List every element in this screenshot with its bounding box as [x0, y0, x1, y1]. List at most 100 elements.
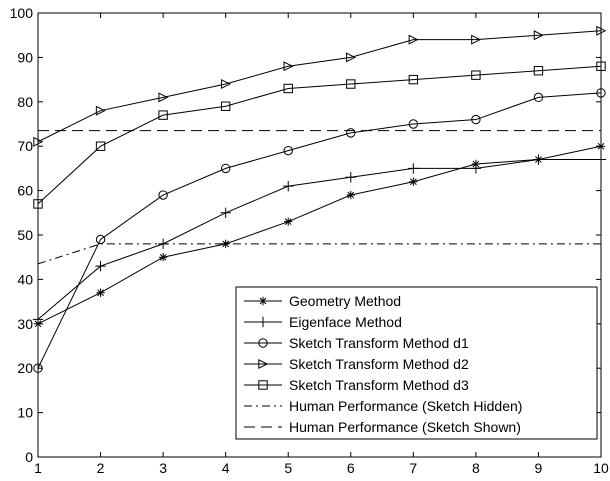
data-point — [346, 52, 357, 63]
series-sketch-transform-method-d2 — [33, 25, 607, 147]
y-tick-label: 40 — [17, 271, 33, 287]
series-line — [37, 243, 601, 265]
legend-label: Sketch Transform Method d1 — [289, 335, 469, 351]
legend-item: Human Performance (Sketch Shown) — [244, 419, 521, 435]
data-point — [33, 199, 43, 209]
legend-label: Geometry Method — [289, 293, 401, 309]
data-point — [158, 92, 169, 103]
y-axis: 0 10 20 30 40 50 60 70 80 90 100 — [10, 5, 601, 465]
data-point — [283, 180, 294, 192]
y-tick-label: 100 — [10, 5, 34, 21]
legend-marker — [258, 358, 269, 370]
data-point — [220, 163, 231, 174]
series-line — [37, 145, 602, 325]
y-tick-label: 70 — [17, 138, 33, 154]
data-point — [95, 105, 106, 116]
legend-item: Sketch Transform Method d2 — [244, 356, 469, 372]
data-point — [408, 34, 419, 45]
x-tick-label: 2 — [97, 460, 105, 476]
x-tick-label: 8 — [472, 460, 480, 476]
legend-label: Sketch Transform Method d2 — [289, 356, 469, 372]
series-sketch-transform-method-d3 — [33, 61, 606, 209]
data-point — [283, 61, 294, 72]
legend-label: Eigenface Method — [289, 314, 402, 330]
y-tick-label: 30 — [17, 316, 33, 332]
data-point — [471, 34, 482, 45]
legend-box — [235, 286, 598, 440]
legend-item: Human Performance (Sketch Hidden) — [244, 398, 522, 414]
legend-item: Sketch Transform Method d3 — [244, 377, 469, 393]
x-tick-label: 1 — [34, 460, 42, 476]
data-point — [471, 70, 481, 80]
series-sketch-transform-method-d1 — [33, 88, 606, 373]
data-point — [533, 30, 544, 41]
data-point — [408, 163, 419, 174]
data-point — [96, 288, 105, 297]
data-point — [596, 88, 606, 98]
data-point — [220, 207, 231, 218]
y-tick-label: 20 — [17, 360, 33, 376]
data-point — [33, 363, 43, 373]
y-tick-label: 50 — [17, 227, 33, 243]
legend-marker — [258, 296, 268, 306]
data-point — [32, 314, 44, 325]
y-tick-label: 0 — [25, 449, 33, 465]
x-tick-label: 7 — [409, 460, 417, 476]
legend: Geometry Method Eigenface Method Sketch Tr… — [235, 286, 598, 440]
data-point — [158, 110, 168, 120]
data-point — [596, 25, 607, 36]
legend-label: Human Performance (Sketch Shown) — [289, 419, 521, 435]
data-point — [345, 172, 356, 183]
series-line — [37, 65, 602, 205]
data-point — [95, 141, 106, 151]
legend-marker — [258, 380, 268, 390]
data-point — [408, 119, 419, 129]
data-point — [596, 142, 606, 151]
data-point — [33, 136, 44, 147]
data-point — [158, 190, 168, 200]
data-point — [470, 163, 482, 174]
data-point — [533, 92, 544, 103]
series-line — [37, 159, 601, 320]
series-human-performance-sketch-hidden — [37, 243, 601, 265]
legend-label: Human Performance (Sketch Hidden) — [289, 398, 522, 414]
y-tick-label: 10 — [17, 405, 33, 421]
data-point — [283, 83, 293, 94]
data-point — [533, 154, 544, 165]
legend-marker — [257, 316, 269, 328]
x-tick-label: 6 — [347, 460, 355, 476]
legend-item: Eigenface Method — [244, 314, 402, 330]
x-tick-label: 9 — [535, 460, 543, 476]
data-point — [95, 260, 106, 272]
data-point — [220, 79, 231, 90]
data-point — [409, 177, 418, 186]
data-point — [596, 61, 606, 71]
data-point — [346, 79, 356, 89]
data-point — [346, 190, 355, 200]
x-tick-label: 3 — [159, 460, 167, 476]
data-point — [533, 66, 544, 76]
data-point — [221, 239, 230, 249]
data-point — [95, 234, 106, 245]
legend-item: Geometry Method — [244, 293, 401, 309]
series-line — [37, 92, 602, 369]
legend-marker — [258, 338, 268, 348]
series-line — [37, 30, 602, 143]
x-tick-label: 4 — [222, 460, 230, 476]
data-point — [346, 128, 356, 138]
series-eigenface-method — [32, 154, 607, 325]
data-point — [595, 154, 607, 165]
x-tick-label: 5 — [284, 460, 292, 476]
data-point — [158, 253, 168, 262]
series-layer — [32, 25, 607, 373]
x-axis: 1 2 3 4 5 6 7 8 9 10 — [34, 13, 609, 476]
data-point — [283, 145, 293, 156]
data-point — [471, 114, 481, 125]
legend-item: Sketch Transform Method d1 — [244, 335, 469, 351]
y-tick-label: 60 — [17, 183, 33, 199]
y-tick-label: 90 — [17, 49, 33, 65]
legend-label: Sketch Transform Method d3 — [289, 377, 469, 393]
data-point — [220, 101, 231, 111]
data-point — [408, 74, 419, 85]
